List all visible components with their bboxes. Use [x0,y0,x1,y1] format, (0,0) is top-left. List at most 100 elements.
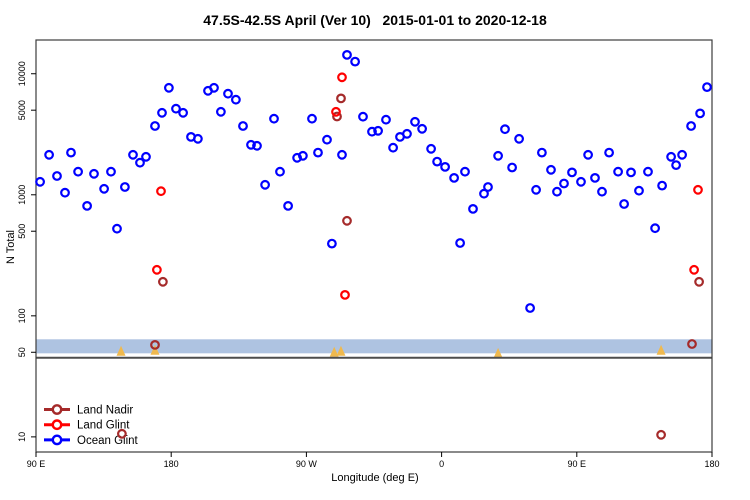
legend-marker [51,434,63,446]
y-tick-label: 50 [17,347,27,357]
x-axis-label: Longitude (deg E) [331,472,419,484]
point-ocean-glint [702,82,712,92]
chart-title: 47.5S-42.5S April (Ver 10) 2015-01-01 to… [203,12,547,28]
point-land-nadir [687,339,697,349]
x-tick-label: 0 [439,459,444,469]
point-land-nadir [116,428,127,439]
point-ocean-glint [583,149,593,160]
point-ocean-glint [178,107,189,118]
point-ocean-glint [531,184,541,195]
point-ocean-glint [559,178,569,189]
point-ocean-glint [298,150,308,161]
point-ocean-glint [514,133,524,144]
point-ocean-glint [666,151,676,162]
point-ocean-glint [417,123,428,134]
point-ocean-glint [260,179,271,190]
point-ocean-glint [500,124,510,135]
point-ocean-glint [223,88,233,99]
point-ocean-glint [292,152,303,163]
point-ocean-glint [613,166,623,177]
point-ocean-glint [643,166,653,177]
x-tick-label: 180 [164,459,179,469]
point-ocean-glint [82,200,92,211]
y-tick-label: 1000 [17,185,27,205]
point-land-nadir [342,215,352,226]
point-ocean-glint [455,238,466,248]
y-tick-label: 500 [17,224,27,239]
point-ocean-glint [507,162,517,173]
point-ocean-glint [567,167,577,178]
point-ocean-glint [60,187,70,198]
point-ocean-glint [677,149,687,160]
point-ocean-glint [657,180,667,191]
point-ocean-glint [269,113,279,124]
point-land-nadir [332,111,342,122]
point-ocean-glint [66,147,76,158]
point-ocean-glint [192,133,203,144]
point-ocean-glint [89,168,99,179]
point-ocean-glint [479,188,489,199]
point-ocean-glint [327,238,337,249]
y-tick-label: 10000 [17,61,27,86]
flag-marker [656,344,666,355]
point-ocean-glint [99,183,109,194]
point-land-glint [689,264,699,275]
point-ocean-glint [449,172,460,183]
point-ocean-glint [252,140,262,151]
point-ocean-glint [44,149,54,160]
point-ocean-glint [493,150,504,161]
point-land-nadir [656,429,666,440]
point-land-glint [331,106,341,117]
point-ocean-glint [119,182,130,192]
point-ocean-glint [619,199,629,209]
point-ocean-glint [440,161,451,172]
point-ocean-glint [230,94,241,105]
point-ocean-glint [552,186,562,197]
point-ocean-glint [215,106,226,117]
point-ocean-glint [426,143,437,154]
point-ocean-glint [604,147,614,158]
point-ocean-glint [367,126,377,137]
point-ocean-glint [483,182,493,192]
point-ocean-glint [358,111,368,122]
flag-marker [116,345,126,356]
point-land-glint [151,264,162,275]
point-ocean-glint [141,151,151,162]
y-tick-label: 10 [17,432,27,442]
legend-label: Ocean Glint [77,435,139,447]
point-ocean-glint [537,147,547,158]
point-land-glint [337,72,347,83]
plot-border [35,39,713,453]
point-ocean-glint [525,303,535,313]
point-ocean-glint [650,223,660,234]
y-tick-label: 5000 [17,100,27,120]
point-ocean-glint [432,156,443,167]
x-tick-label: 180 [704,459,719,469]
point-ocean-glint [209,82,219,93]
point-ocean-glint [686,121,696,131]
point-ocean-glint [337,149,347,160]
point-ocean-glint [590,172,600,183]
point-ocean-glint [313,147,323,158]
point-ocean-glint [73,166,83,177]
point-ocean-glint [671,160,681,171]
y-tick-label: 100 [17,308,27,323]
legend-label: Land Glint [77,420,130,432]
point-ocean-glint [128,149,138,160]
point-ocean-glint [597,186,607,197]
point-ocean-glint [238,121,248,131]
point-ocean-glint [546,164,556,175]
point-land-nadir [157,276,168,287]
point-ocean-glint [410,116,420,127]
point-ocean-glint [171,103,181,114]
point-ocean-glint [322,134,332,145]
point-ocean-glint [35,176,45,187]
point-ocean-glint [576,176,586,187]
flag-marker [336,345,346,356]
point-land-glint [156,186,166,197]
point-ocean-glint [106,166,116,177]
point-land-glint [693,184,703,195]
point-ocean-glint [307,113,317,124]
flag-marker [329,346,339,357]
